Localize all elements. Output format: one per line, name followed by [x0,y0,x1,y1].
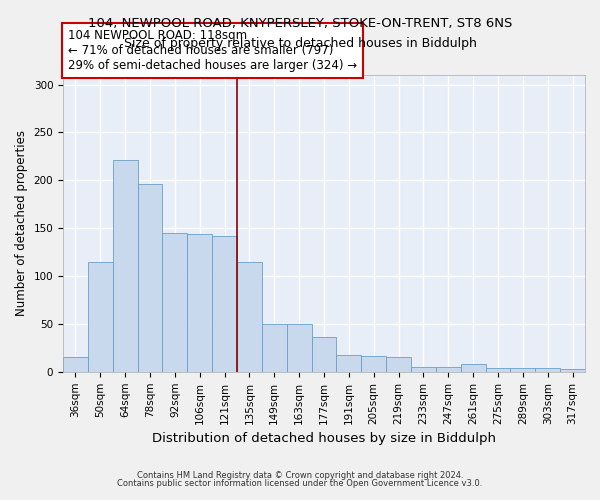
Text: Contains HM Land Registry data © Crown copyright and database right 2024.: Contains HM Land Registry data © Crown c… [137,471,463,480]
Bar [63,358,88,372]
Bar [137,184,163,372]
Bar [163,233,187,372]
Bar [262,324,287,372]
Bar [436,367,461,372]
Bar [511,368,535,372]
Bar [485,368,511,372]
Bar [311,338,337,372]
Bar [237,262,262,372]
Bar [461,364,485,372]
Bar [386,358,411,372]
Bar [535,368,560,372]
Bar [287,324,311,372]
Bar [361,356,386,372]
Bar [187,234,212,372]
Text: 104, NEWPOOL ROAD, KNYPERSLEY, STOKE-ON-TRENT, ST8 6NS: 104, NEWPOOL ROAD, KNYPERSLEY, STOKE-ON-… [88,18,512,30]
Bar [411,367,436,372]
Bar [113,160,137,372]
Bar [337,354,361,372]
Bar [88,262,113,372]
Text: 104 NEWPOOL ROAD: 118sqm
← 71% of detached houses are smaller (797)
29% of semi-: 104 NEWPOOL ROAD: 118sqm ← 71% of detach… [68,29,358,72]
Bar [560,369,585,372]
Text: Size of property relative to detached houses in Biddulph: Size of property relative to detached ho… [124,38,476,51]
Text: Contains public sector information licensed under the Open Government Licence v3: Contains public sector information licen… [118,478,482,488]
Y-axis label: Number of detached properties: Number of detached properties [15,130,28,316]
Bar [212,236,237,372]
X-axis label: Distribution of detached houses by size in Biddulph: Distribution of detached houses by size … [152,432,496,445]
